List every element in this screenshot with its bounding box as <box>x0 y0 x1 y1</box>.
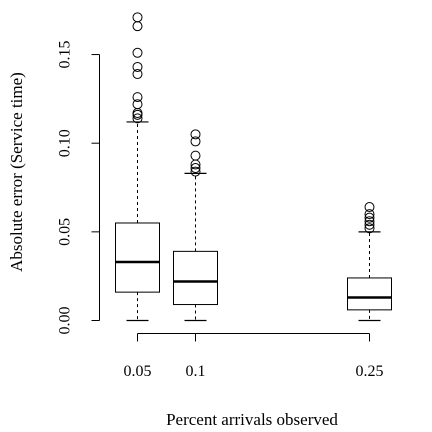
outlier-point <box>364 216 375 227</box>
outlier-point <box>132 21 143 32</box>
outlier-point <box>190 166 201 177</box>
outlier-point <box>364 202 375 213</box>
y-tick-label: 0.15 <box>57 41 74 69</box>
x-axis-title: Percent arrivals observed <box>166 410 338 429</box>
box-group <box>173 129 218 322</box>
outlier-point <box>190 163 201 174</box>
outlier-point <box>190 129 201 140</box>
x-axis: 0.05 0.1 0.25 <box>124 333 384 380</box>
y-tick-label: 0.05 <box>57 218 74 246</box>
box-group <box>347 202 392 322</box>
outlier-point <box>364 223 375 234</box>
outlier-point <box>190 136 201 147</box>
outlier-point <box>132 12 143 23</box>
y-tick-label: 0.10 <box>57 129 74 157</box>
box-iqr <box>173 250 218 306</box>
outlier-point <box>364 209 375 220</box>
box-group <box>115 12 160 322</box>
x-tick-label: 0.05 <box>124 363 152 380</box>
y-axis-title: Absolute error (Service time) <box>7 72 26 272</box>
outlier-point <box>132 69 143 80</box>
x-tick-label: 0.25 <box>356 363 384 380</box>
x-tick-label: 0.1 <box>186 363 206 380</box>
outlier-point <box>132 61 143 72</box>
outlier-point <box>132 99 143 110</box>
y-tick-label: 0.00 <box>57 307 74 335</box>
outlier-point <box>132 92 143 103</box>
outlier-point <box>364 212 375 223</box>
outlier-point <box>132 113 143 124</box>
outlier-point <box>132 47 143 58</box>
outlier-point <box>364 219 375 230</box>
box-series <box>115 12 392 322</box>
box-iqr <box>347 277 392 311</box>
y-axis: 0.00 0.05 0.10 0.15 <box>57 41 100 335</box>
box-iqr <box>115 222 160 293</box>
outlier-point <box>190 150 201 161</box>
